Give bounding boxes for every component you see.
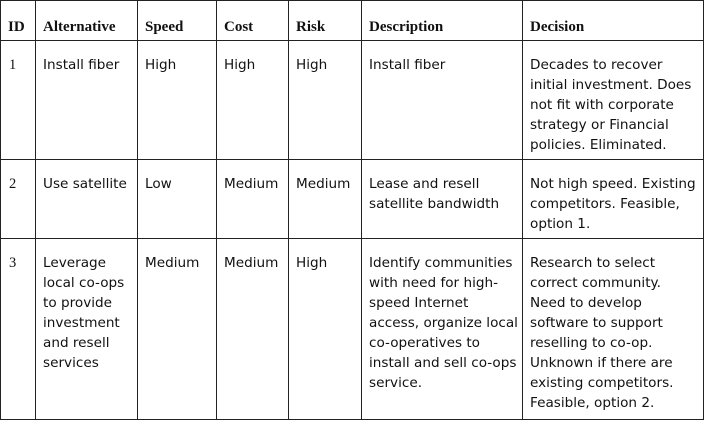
cell-risk: Medium <box>288 159 362 239</box>
cell-cost: High <box>216 40 289 160</box>
table-header-row: ID Alternative Speed Cost Risk Descripti… <box>0 0 704 41</box>
header-description: Description <box>361 0 523 41</box>
table-row: 3 Leverage local co-ops to provide inves… <box>0 238 704 420</box>
cell-description: Identify communities with need for high-… <box>361 238 523 420</box>
cell-alternative: Use satellite <box>35 159 138 239</box>
header-alternative: Alternative <box>35 0 138 41</box>
header-id: ID <box>0 0 36 41</box>
cell-id: 1 <box>0 40 36 160</box>
cell-speed: High <box>137 40 217 160</box>
cell-speed: Low <box>137 159 217 239</box>
cell-decision: Decades to recover initial investment. D… <box>522 40 704 160</box>
table-row: 1 Install fiber High High High Install f… <box>0 40 704 160</box>
cell-cost: Medium <box>216 238 289 420</box>
cell-risk: High <box>288 238 362 420</box>
cell-description: Install fiber <box>361 40 523 160</box>
header-cost: Cost <box>216 0 289 41</box>
cell-alternative: Install fiber <box>35 40 138 160</box>
cell-cost: Medium <box>216 159 289 239</box>
cell-id: 3 <box>0 238 36 420</box>
header-decision: Decision <box>522 0 704 41</box>
table-row: 2 Use satellite Low Medium Medium Lease … <box>0 159 704 239</box>
alternatives-table: ID Alternative Speed Cost Risk Descripti… <box>0 0 704 420</box>
cell-risk: High <box>288 40 362 160</box>
cell-speed: Medium <box>137 238 217 420</box>
cell-decision: Research to select correct community. Ne… <box>522 238 704 420</box>
cell-description: Lease and resell satellite bandwidth <box>361 159 523 239</box>
header-speed: Speed <box>137 0 217 41</box>
header-risk: Risk <box>288 0 362 41</box>
cell-decision: Not high speed. Existing competitors. Fe… <box>522 159 704 239</box>
cell-alternative: Leverage local co-ops to provide investm… <box>35 238 138 420</box>
cell-id: 2 <box>0 159 36 239</box>
